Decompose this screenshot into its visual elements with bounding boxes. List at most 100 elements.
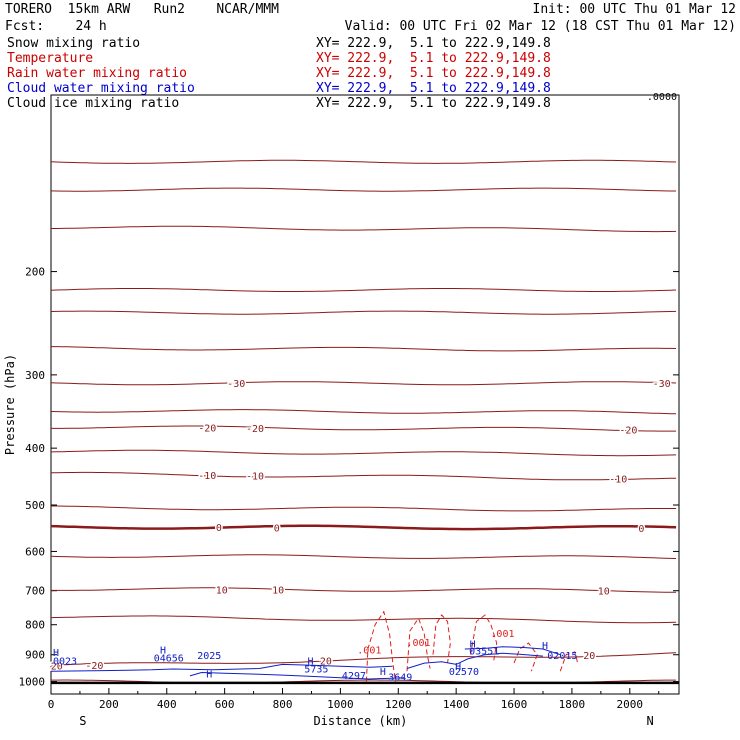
north-label: N: [646, 714, 653, 728]
y-tick-label: 1000: [19, 676, 46, 689]
plot-frame: [50, 94, 680, 695]
x-axis-title: Distance (km): [313, 714, 407, 728]
isotherm-label: -10: [198, 471, 216, 482]
rain-contour: [432, 614, 451, 664]
isotherm-label: -10: [609, 475, 627, 486]
south-label: S: [79, 714, 86, 728]
valid-time: Valid: 00 UTC Fri 02 Mar 12 (18 CST Thu …: [344, 19, 736, 34]
legend-field-range: XY= 222.9, 5.1 to 222.9,149.8: [316, 51, 551, 66]
rain-contour: [559, 651, 579, 672]
cloud-water-label: 4297: [342, 671, 366, 682]
x-tick-label: 800: [273, 698, 293, 711]
cloud-water-label: 04656: [154, 654, 184, 665]
isotherm-line: [50, 471, 677, 481]
legend-field-range: XY= 222.9, 5.1 to 222.9,149.8: [316, 96, 551, 111]
cloud-water-label: 2025: [197, 651, 221, 662]
cloud-water-contour: [406, 652, 544, 669]
cloud-water-label: H: [542, 641, 548, 652]
y-tick-label: 400: [25, 442, 45, 455]
y-tick-label: 800: [25, 619, 45, 632]
isotherm-label: -20: [198, 424, 216, 435]
isotherm-label: -20: [85, 661, 103, 672]
model-title: TORERO 15km ARW Run2 NCAR/MMM: [5, 2, 279, 17]
rain-contour-label: .001: [406, 638, 430, 649]
legend-field-name: Temperature: [7, 51, 94, 66]
isotherm-line: [50, 159, 677, 164]
isotherm-label: 10: [216, 585, 228, 596]
y-axis-title: Pressure (hPa): [3, 354, 17, 455]
legend-field-range: XY= 222.9, 5.1 to 222.9,149.8: [316, 66, 551, 81]
isotherm-line: [50, 524, 677, 531]
x-tick-label: 0: [48, 698, 55, 711]
cloud-water-contour: [464, 646, 561, 656]
isotherm-line: [50, 187, 677, 192]
cloud-water-label: H: [380, 667, 386, 678]
x-tick-label: 1200: [385, 698, 412, 711]
isotherm-label: 20: [583, 651, 595, 662]
cloud-water-label: 02015: [547, 651, 577, 662]
isotherm-line: [50, 409, 677, 415]
cloud-water-label: 3649: [388, 672, 412, 683]
isotherm-line: [50, 310, 677, 315]
cloud-water-label: H: [53, 648, 59, 659]
cloud-water-contour: [189, 671, 405, 680]
isotherm-line: [50, 381, 677, 386]
legend-field-range: XY= 222.9, 5.1 to 222.9,149.8: [316, 81, 551, 96]
isotherm-line: [51, 225, 677, 233]
isotherm-label: 10: [598, 586, 610, 597]
x-tick-label: 400: [157, 698, 177, 711]
cloud-water-label: H: [160, 645, 166, 656]
x-tick-label: 1800: [559, 698, 586, 711]
cloud-water-contour: [50, 663, 393, 672]
rain-contour: [470, 614, 498, 661]
isotherm-label: 0: [216, 523, 222, 534]
isotherm-line: [51, 587, 677, 593]
legend-field-name: Snow mixing ratio: [7, 36, 141, 51]
top-right-label: .0000: [647, 92, 677, 103]
cloud-water-label: 02570: [449, 667, 479, 678]
x-tick-label: 2000: [617, 698, 644, 711]
isotherm-label: -20: [246, 424, 264, 435]
y-tick-label: 500: [25, 499, 45, 512]
isotherm-label: 0: [274, 523, 280, 534]
x-tick-label: 1400: [443, 698, 470, 711]
isotherm-line: [50, 288, 677, 292]
isotherm-label: -10: [246, 471, 264, 482]
isotherm-line: [50, 554, 677, 559]
legend-field-name: Cloud water mixing ratio: [7, 81, 195, 96]
isotherm-line: [50, 652, 677, 666]
cloud-water-label: 0023: [53, 656, 77, 667]
isotherm-label: 0: [638, 524, 644, 535]
isotherm-line: [50, 449, 677, 457]
cloud-water-label: H: [308, 656, 314, 667]
cloud-water-label: H: [470, 640, 476, 651]
x-tick-label: 200: [99, 698, 119, 711]
y-tick-label: 300: [25, 369, 45, 382]
cloud-water-label: H: [206, 670, 212, 681]
x-tick-label: 600: [215, 698, 235, 711]
y-tick-label: 200: [25, 266, 45, 279]
rain-contour-label: .001: [357, 645, 381, 656]
isotherm-line: [51, 425, 677, 432]
isotherm-line: [50, 615, 677, 624]
isotherm-label: 10: [272, 586, 284, 597]
cloud-water-label: H: [455, 662, 461, 673]
forecast-hour: Fcst: 24 h: [5, 19, 107, 34]
legend-field-name: Rain water mixing ratio: [7, 66, 188, 81]
y-tick-label: 700: [25, 585, 45, 598]
isotherm-label: -20: [619, 425, 637, 436]
y-tick-label: 600: [25, 545, 45, 558]
cloud-water-label: 03551: [469, 647, 499, 658]
rain-contour: [406, 617, 431, 672]
legend-field-name: Cloud ice mixing ratio: [7, 96, 180, 111]
x-tick-label: 1600: [501, 698, 528, 711]
cloud-water-label: 5735: [304, 664, 328, 675]
y-tick-label: 900: [25, 649, 45, 662]
legend-field-range: XY= 222.9, 5.1 to 222.9,149.8: [316, 36, 551, 51]
isotherm-label: -30: [653, 379, 671, 390]
rain-contour-label: .001: [490, 629, 514, 640]
x-tick-label: 1000: [327, 698, 354, 711]
isotherm-label: -30: [227, 379, 245, 390]
